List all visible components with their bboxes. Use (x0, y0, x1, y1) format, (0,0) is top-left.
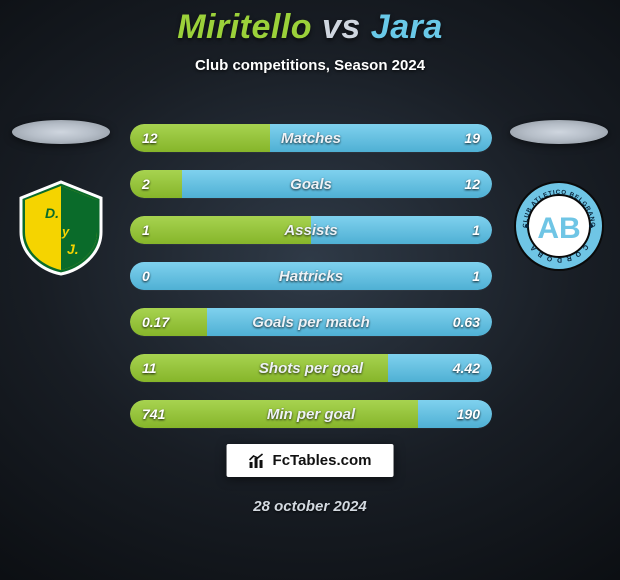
stat-value-right: 1 (472, 262, 480, 290)
svg-text:J.: J. (67, 241, 79, 257)
stat-row: 0.170.63Goals per match (130, 308, 492, 336)
brand-badge: FcTables.com (227, 444, 394, 477)
bar-fill-right (130, 262, 492, 290)
bar-fill-right (182, 170, 492, 198)
stat-value-right: 0.63 (453, 308, 480, 336)
left-side-column: D. y J. (6, 120, 116, 281)
player1-silhouette-base (12, 120, 110, 144)
stat-value-right: 12 (464, 170, 480, 198)
stat-value-right: 1 (472, 216, 480, 244)
stat-value-left: 12 (142, 124, 158, 152)
bar-fill-left (130, 170, 182, 198)
bar-fill-left (130, 216, 311, 244)
stat-value-left: 11 (142, 354, 157, 382)
brand-text: FcTables.com (273, 452, 372, 469)
bar-fill-left (130, 400, 418, 428)
stat-row: 01Hattricks (130, 262, 492, 290)
stat-value-right: 19 (464, 124, 480, 152)
stat-value-left: 0 (142, 262, 150, 290)
stat-value-right: 190 (457, 400, 480, 428)
stat-row: 11Assists (130, 216, 492, 244)
stat-value-left: 2 (142, 170, 150, 198)
club-badge-icon: CLUB ATLETICO BELGRANO C O R D O B A AB (513, 180, 605, 272)
stats-bars: 1219Matches212Goals11Assists01Hattricks0… (130, 124, 492, 446)
bar-fill-right (207, 308, 492, 336)
svg-text:AB: AB (537, 212, 580, 245)
player2-club-crest: CLUB ATLETICO BELGRANO C O R D O B A AB (513, 180, 605, 277)
bar-fill-left (130, 354, 388, 382)
stat-row: 741190Min per goal (130, 400, 492, 428)
shield-icon: D. y J. (15, 180, 107, 276)
stat-row: 212Goals (130, 170, 492, 198)
stat-value-right: 4.42 (453, 354, 480, 382)
comparison-card: Miritello vs Jara Club competitions, Sea… (0, 0, 620, 580)
player1-club-crest: D. y J. (15, 180, 107, 281)
date-label: 28 october 2024 (253, 498, 366, 515)
player1-name: Miritello (177, 8, 312, 46)
player2-name: Jara (371, 8, 443, 46)
svg-text:y: y (61, 224, 70, 239)
bar-fill-right (270, 124, 492, 152)
stat-value-left: 741 (142, 400, 165, 428)
bar-fill-right (311, 216, 492, 244)
stat-row: 114.42Shots per goal (130, 354, 492, 382)
player2-silhouette-base (510, 120, 608, 144)
stat-row: 1219Matches (130, 124, 492, 152)
chart-icon (249, 453, 267, 469)
stat-value-left: 0.17 (142, 308, 169, 336)
vs-label: vs (322, 8, 361, 46)
stat-value-left: 1 (142, 216, 150, 244)
svg-text:D.: D. (45, 205, 59, 221)
right-side-column: CLUB ATLETICO BELGRANO C O R D O B A AB (504, 120, 614, 277)
page-title: Miritello vs Jara (0, 0, 620, 47)
bar-fill-right (418, 400, 492, 428)
subtitle: Club competitions, Season 2024 (0, 57, 620, 74)
